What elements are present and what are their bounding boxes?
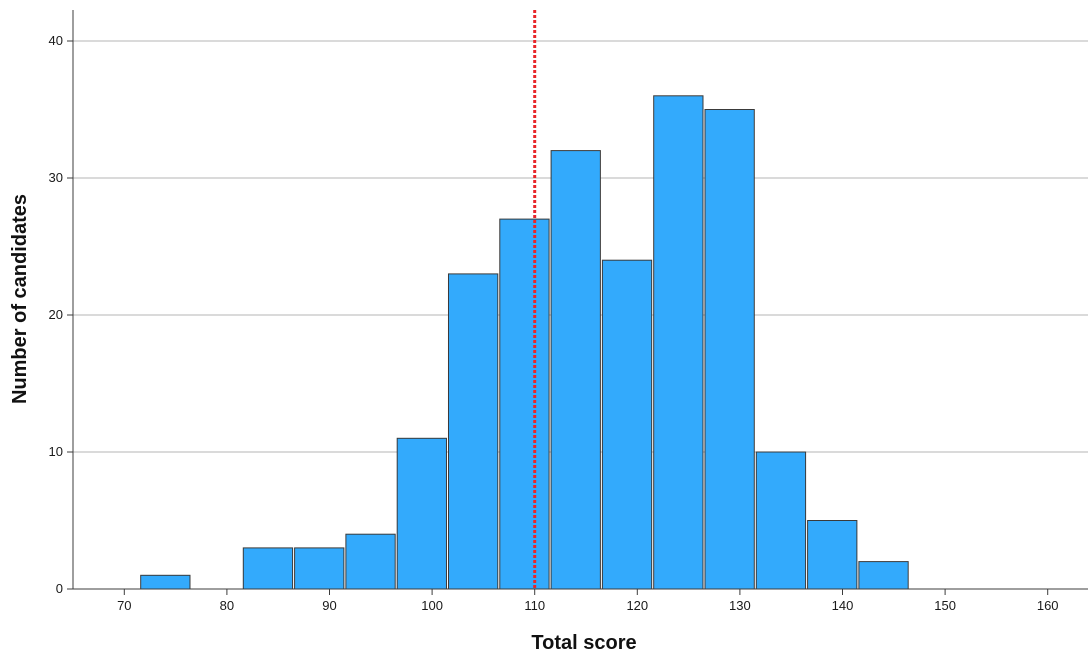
x-tick-label-150: 150 [934,598,956,613]
histogram-bar-0 [140,574,191,590]
x-tick-label-160: 160 [1037,598,1059,613]
histogram-bar-6 [499,218,550,590]
y-axis-title: Number of candidates [9,194,31,404]
histogram-bar-3 [345,533,396,590]
histogram-bar-4 [396,437,447,590]
x-axis-ticks: 70 80 90 100 110 120 130 140 150 160 [117,589,1059,613]
y-tick-label-30: 30 [49,170,63,185]
x-axis-title: Total score [531,632,636,654]
histogram-bar-8 [601,259,653,590]
histogram-bar-7 [550,150,601,590]
x-tick-label-80: 80 [220,598,234,613]
x-tick-label-90: 90 [322,598,336,613]
y-tick-label-20: 20 [49,307,63,322]
histogram-bar-9 [653,95,704,590]
histogram-bar-13 [858,561,909,590]
y-tick-label-10: 10 [49,444,63,459]
histogram-bars [140,95,909,590]
histogram-bar-2 [294,547,345,590]
histogram-bar-1 [242,547,294,590]
axes [72,10,1088,590]
x-tick-label-140: 140 [832,598,854,613]
y-tick-label-40: 40 [49,33,63,48]
x-tick-label-100: 100 [421,598,443,613]
x-tick-label-130: 130 [729,598,751,613]
y-tick-label-0: 0 [56,581,63,596]
x-tick-label-70: 70 [117,598,131,613]
histogram-bar-11 [755,451,807,590]
x-tick-label-120: 120 [626,598,648,613]
histogram-bar-5 [447,273,499,590]
histogram-bar-10 [704,109,755,590]
histogram-bar-12 [807,520,858,590]
y-axis-ticks: 0 10 20 30 40 [49,33,73,596]
x-tick-label-110: 110 [524,598,545,613]
